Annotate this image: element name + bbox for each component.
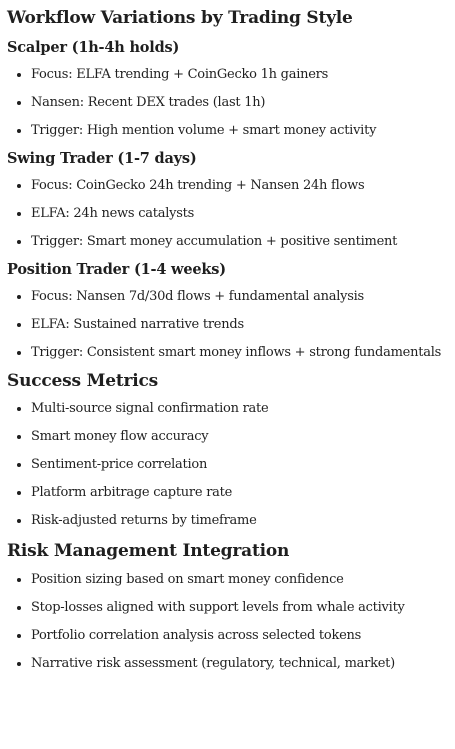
list-item: Trigger: High mention volume + smart mon…: [7, 117, 455, 145]
page-title: Workflow Variations by Trading Style: [7, 8, 353, 28]
list-item: Sentiment-price correlation: [7, 451, 455, 479]
list-item: Trigger: Consistent smart money inflows …: [7, 339, 455, 367]
scalper-list: Focus: ELFA trending + CoinGecko 1h gain…: [7, 61, 455, 145]
document: Workflow Variations by Trading Style Sca…: [7, 8, 455, 678]
risk-management-list: Position sizing based on smart money con…: [7, 566, 455, 678]
list-item: Smart money flow accuracy: [7, 423, 455, 451]
position-trader-list: Focus: Nansen 7d/30d flows + fundamental…: [7, 283, 455, 367]
position-trader-heading: Position Trader (1-4 weeks): [7, 261, 226, 278]
success-metrics-heading: Success Metrics: [7, 371, 159, 391]
swing-trader-heading: Swing Trader (1-7 days): [7, 150, 197, 167]
list-item: Risk-adjusted returns by timeframe: [7, 507, 455, 535]
list-item: Nansen: Recent DEX trades (last 1h): [7, 89, 455, 117]
list-item: Focus: Nansen 7d/30d flows + fundamental…: [7, 283, 455, 311]
swing-trader-list: Focus: CoinGecko 24h trending + Nansen 2…: [7, 172, 455, 256]
list-item: Platform arbitrage capture rate: [7, 479, 455, 507]
list-item: Position sizing based on smart money con…: [7, 566, 455, 594]
list-item: Narrative risk assessment (regulatory, t…: [7, 650, 455, 678]
list-item: Portfolio correlation analysis across se…: [7, 622, 455, 650]
list-item: Multi-source signal confirmation rate: [7, 395, 455, 423]
risk-management-heading: Risk Management Integration: [7, 541, 290, 561]
list-item: ELFA: Sustained narrative trends: [7, 311, 455, 339]
list-item: Stop-losses aligned with support levels …: [7, 594, 455, 622]
list-item: ELFA: 24h news catalysts: [7, 200, 455, 228]
list-item: Focus: CoinGecko 24h trending + Nansen 2…: [7, 172, 455, 200]
success-metrics-list: Multi-source signal confirmation rate Sm…: [7, 395, 455, 535]
list-item: Trigger: Smart money accumulation + posi…: [7, 228, 455, 256]
scalper-heading: Scalper (1h-4h holds): [7, 39, 180, 56]
list-item: Focus: ELFA trending + CoinGecko 1h gain…: [7, 61, 455, 89]
